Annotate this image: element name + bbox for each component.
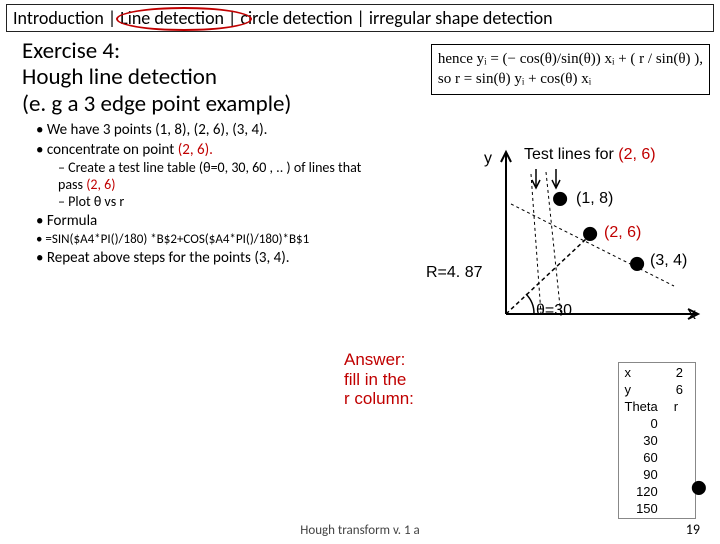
formula-box: hence yᵢ = (− cos(θ)/sin(θ)) xᵢ + ( r / … [431, 44, 710, 95]
bullet: Formula [36, 212, 366, 230]
bullet: We have 3 points (1, 8), (2, 6), (3, 4). [36, 121, 366, 139]
title-line: Exercise 4: [22, 38, 362, 64]
title-line: (e. g a 3 edge point example) [22, 91, 362, 117]
sub-bullet: Plot θ vs r [58, 193, 366, 210]
nav-intro[interactable]: Introduction [13, 7, 104, 29]
point-label: (3, 4) [650, 252, 687, 270]
bullet: concentrate on point (2, 6). Create a te… [36, 141, 366, 210]
bullet: =SIN($A4*PI()/180) *B$2+COS($A4*PI()/180… [36, 232, 366, 247]
answer-label: Answer: fill in the r column: [344, 350, 414, 409]
nav-sep: | [357, 7, 365, 29]
page-number: 19 [686, 521, 700, 538]
formula-line: so r = sin(θ) yᵢ + cos(θ) xᵢ [438, 69, 703, 89]
formula-line: hence yᵢ = (− cos(θ)/sin(θ)) xᵢ + ( r / … [438, 49, 703, 69]
graph: y x Test lines for (2, 6) • • • (1, 8) (… [436, 144, 706, 344]
nav-circle[interactable]: circle detection [240, 7, 352, 29]
nav-irregular[interactable]: irregular shape detection [369, 7, 553, 29]
slide-title: Exercise 4: Hough line detection (e. g a… [22, 38, 362, 117]
breadcrumb: Introduction | Line detection | circle d… [6, 4, 714, 32]
nav-sep: | [108, 7, 116, 29]
point-label: (2, 6) [604, 224, 641, 242]
footer: Hough transform v. 1 a [0, 523, 720, 538]
sub-bullet: Create a test line table (θ=0, 30, 60 , … [58, 159, 366, 193]
highlight-oval [116, 7, 252, 31]
graph-title: Test lines for (2, 6) [524, 146, 656, 164]
x-axis-label: x [688, 306, 696, 324]
point-label: (1, 8) [576, 190, 613, 208]
r-label: R=4. 87 [426, 264, 482, 282]
bullet-list: We have 3 points (1, 8), (2, 6), (3, 4).… [36, 121, 366, 247]
y-axis-label: y [484, 150, 492, 168]
theta-label: θ=30 [536, 302, 572, 320]
theta-r-table: x2 y6 Thetar 0 30 60 90 120 150 [618, 362, 696, 519]
bullet-repeat: Repeat above steps for the points (3, 4)… [36, 249, 366, 267]
title-line: Hough line detection [22, 64, 362, 90]
